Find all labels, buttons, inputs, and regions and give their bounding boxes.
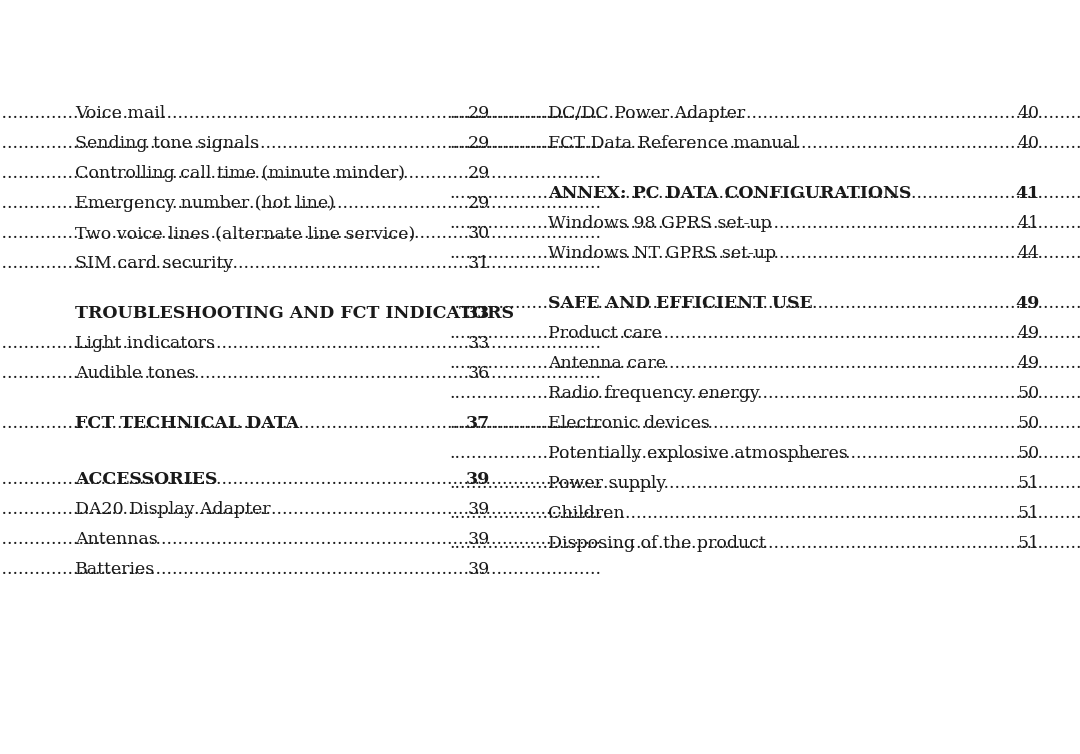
Text: Sending tone signals: Sending tone signals xyxy=(75,136,259,152)
Text: 40: 40 xyxy=(1018,106,1040,122)
Text: ................................................................................: ........................................… xyxy=(449,476,1080,492)
Text: SIM card security: SIM card security xyxy=(75,256,233,272)
Text: ................................................................................: ........................................… xyxy=(449,296,1080,312)
Text: 49: 49 xyxy=(1017,326,1040,342)
Text: ................................................................................: ........................................… xyxy=(449,136,1080,152)
Text: Light indicators: Light indicators xyxy=(75,336,215,353)
Text: Controlling call time (minute minder): Controlling call time (minute minder) xyxy=(75,165,405,182)
Text: ................................................................................: ........................................… xyxy=(449,505,1080,523)
Text: Windows NT GPRS set-up: Windows NT GPRS set-up xyxy=(548,246,777,262)
Text: ................................................................................: ........................................… xyxy=(449,106,1080,122)
Text: Disposing of the product: Disposing of the product xyxy=(548,535,766,553)
Text: ................................................................................: ........................................… xyxy=(0,165,602,182)
Text: 37: 37 xyxy=(465,415,490,433)
Text: 29: 29 xyxy=(468,136,490,152)
Text: ................................................................................: ........................................… xyxy=(449,355,1080,372)
Text: ACCESSORIES: ACCESSORIES xyxy=(75,470,217,488)
Text: 49: 49 xyxy=(1015,296,1040,312)
Text: ................................................................................: ........................................… xyxy=(449,446,1080,462)
Text: ................................................................................: ........................................… xyxy=(0,136,602,152)
Text: ANNEX: PC DATA CONFIGURATIONS: ANNEX: PC DATA CONFIGURATIONS xyxy=(548,185,912,203)
Text: DC/DC Power Adapter: DC/DC Power Adapter xyxy=(548,106,745,122)
Text: 50: 50 xyxy=(1017,385,1040,403)
Text: Electronic devices: Electronic devices xyxy=(548,415,710,433)
Text: 41: 41 xyxy=(1016,185,1040,203)
Text: ................................................................................: ........................................… xyxy=(0,415,602,433)
Text: 29: 29 xyxy=(468,106,490,122)
Text: ................................................................................: ........................................… xyxy=(0,195,602,213)
Text: ................................................................................: ........................................… xyxy=(0,470,602,488)
Text: Radio frequency energy: Radio frequency energy xyxy=(548,385,759,403)
Text: 50: 50 xyxy=(1017,415,1040,433)
Text: FCT Data Reference manual: FCT Data Reference manual xyxy=(548,136,798,152)
Text: Product care: Product care xyxy=(548,326,662,342)
Text: Antenna care: Antenna care xyxy=(548,355,666,372)
Text: 39: 39 xyxy=(468,560,490,578)
Text: 51: 51 xyxy=(1017,505,1040,523)
Text: ................................................................................: ........................................… xyxy=(0,560,602,578)
Text: 41: 41 xyxy=(1018,216,1040,232)
Text: 29: 29 xyxy=(468,195,490,213)
Text: Audible tones: Audible tones xyxy=(75,366,195,382)
Text: 44: 44 xyxy=(1018,246,1040,262)
Text: FCT TECHNICAL DATA: FCT TECHNICAL DATA xyxy=(75,415,299,433)
Text: 30: 30 xyxy=(468,225,490,243)
Text: 40: 40 xyxy=(1018,136,1040,152)
Text: ................................................................................: ........................................… xyxy=(449,415,1080,433)
Text: ................................................................................: ........................................… xyxy=(0,501,602,517)
Text: Batteries: Batteries xyxy=(75,560,156,578)
Text: TROUBLESHOOTING AND FCT INDICATORS: TROUBLESHOOTING AND FCT INDICATORS xyxy=(75,305,514,323)
Text: Two voice lines (alternate line service): Two voice lines (alternate line service) xyxy=(75,225,415,243)
Text: Antennas: Antennas xyxy=(75,531,158,547)
Text: DA20 Display Adapter: DA20 Display Adapter xyxy=(75,501,271,517)
Text: Children: Children xyxy=(548,505,624,523)
Text: Power supply: Power supply xyxy=(548,476,666,492)
Text: Voice mail: Voice mail xyxy=(75,106,165,122)
Text: 33: 33 xyxy=(465,305,490,323)
Text: Windows 98 GPRS set-up: Windows 98 GPRS set-up xyxy=(548,216,771,232)
Text: 51: 51 xyxy=(1017,535,1040,553)
Text: 29: 29 xyxy=(468,165,490,182)
Text: 39: 39 xyxy=(465,470,490,488)
Text: ................................................................................: ........................................… xyxy=(0,225,602,243)
Text: SAFE AND EFFICIENT USE: SAFE AND EFFICIENT USE xyxy=(548,296,812,312)
Text: ................................................................................: ........................................… xyxy=(449,216,1080,232)
Text: ................................................................................: ........................................… xyxy=(449,385,1080,403)
Text: Emergency number (hot line): Emergency number (hot line) xyxy=(75,195,335,213)
Text: 39: 39 xyxy=(468,531,490,547)
Text: ................................................................................: ........................................… xyxy=(449,326,1080,342)
Text: ................................................................................: ........................................… xyxy=(0,366,602,382)
Text: 39: 39 xyxy=(468,501,490,517)
Text: ................................................................................: ........................................… xyxy=(0,106,602,122)
Text: ................................................................................: ........................................… xyxy=(449,246,1080,262)
Text: 31: 31 xyxy=(468,256,490,272)
Text: 49: 49 xyxy=(1017,355,1040,372)
Text: ................................................................................: ........................................… xyxy=(449,185,1080,203)
Text: ................................................................................: ........................................… xyxy=(0,336,602,353)
Text: 33: 33 xyxy=(468,336,490,353)
Text: ................................................................................: ........................................… xyxy=(0,531,602,547)
Text: ................................................................................: ........................................… xyxy=(449,535,1080,553)
Text: 51: 51 xyxy=(1017,476,1040,492)
Text: Potentially explosive atmospheres: Potentially explosive atmospheres xyxy=(548,446,848,462)
Text: 36: 36 xyxy=(468,366,490,382)
Text: ................................................................................: ........................................… xyxy=(0,256,602,272)
Text: 50: 50 xyxy=(1017,446,1040,462)
